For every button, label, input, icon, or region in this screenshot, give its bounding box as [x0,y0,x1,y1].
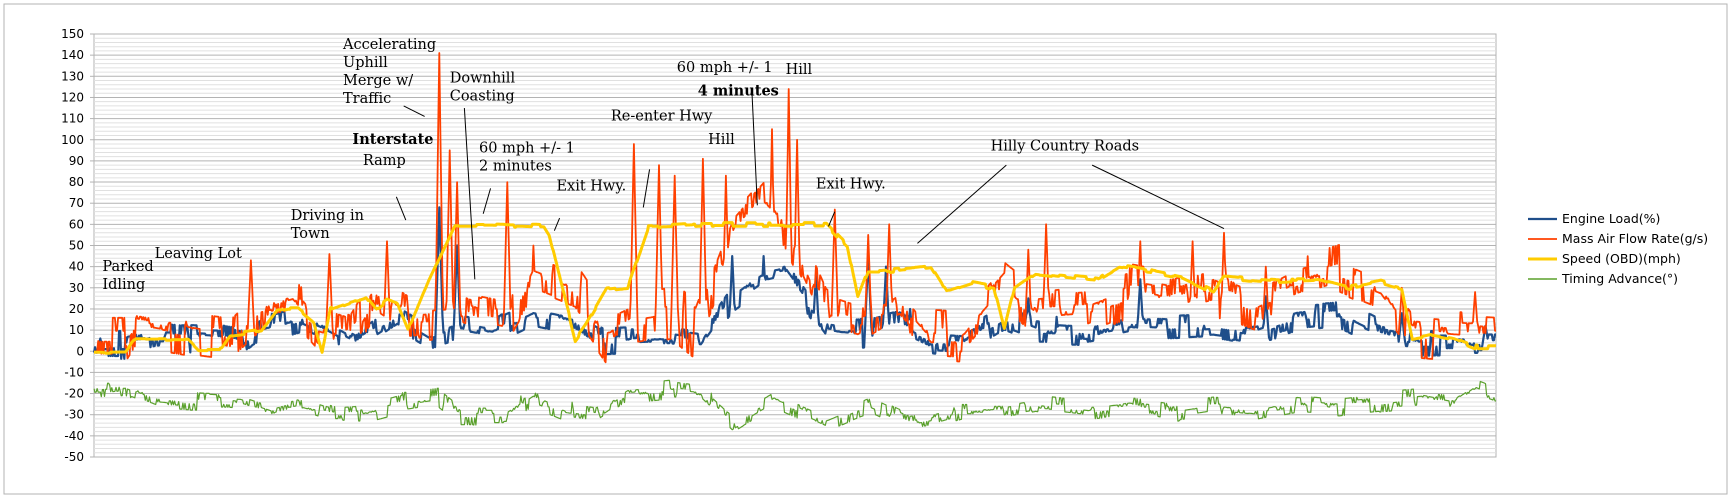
annotation-label: Accelerating Uphill Merge w/Traffic [342,37,436,107]
legend-label: Timing Advance(°) [1561,271,1678,286]
y-tick-label: 110 [61,112,84,126]
annotation-line: Traffic [343,91,391,107]
annotation-line: 4 minutes [698,82,779,99]
y-tick-label: 50 [69,239,84,253]
annotation-pointer [403,105,425,117]
annotation-label: Hilly Country Roads [991,138,1139,154]
y-tick-label: 90 [69,154,84,168]
y-tick-label: 60 [69,217,84,231]
series-line-2 [93,221,1497,355]
annotation-line: Interstate [352,131,433,148]
annotation-label: 60 mph +/- 1 [677,60,773,76]
y-tick-label: -30 [64,408,84,422]
annotation-line: Leaving Lot [155,246,242,262]
y-tick-label: 140 [61,48,84,62]
legend-label: Engine Load(%) [1562,211,1660,226]
annotation-label: Leaving Lot [155,246,242,262]
y-tick-label: 130 [61,69,84,83]
annotation-line: Merge w/ [343,73,413,89]
y-tick-label: -20 [64,387,84,401]
annotation-line: Coasting [450,89,515,105]
annotation-line: Ramp [363,153,406,169]
y-tick-label: 70 [69,196,84,210]
annotation-pointer [463,107,476,280]
annotation-label: Ramp [363,153,406,169]
annotation-line: Parked [102,259,153,275]
legend: Engine Load(%) Mass Air Flow Rate(g/s) Spe… [1528,211,1708,286]
annotation-label: Parked Idling [102,259,153,293]
y-axis-ticks: 1501401301201101009080706050403020100-10… [61,27,94,464]
annotation-line: 60 mph +/- 1 [479,140,575,156]
legend-label: Speed (OBD)(mph) [1562,251,1681,266]
annotations: Parked Idling Leaving Lot Driving in Town Acc… [102,37,1139,293]
annotation-label: Exit Hwy. [816,176,886,192]
annotation-label: 4 minutes [698,82,779,99]
y-tick-label: 120 [61,90,84,104]
annotation-pointer [1091,164,1225,230]
annotation-label: Interstate [352,131,433,148]
annotation-pointer [395,196,407,221]
series-line-1 [94,52,1497,364]
annotation-label: Driving in Town [291,208,364,242]
y-tick-label: -50 [64,450,84,464]
annotation-pointer [917,164,1007,244]
gridlines [93,33,1497,458]
y-tick-label: 10 [69,323,84,337]
annotation-pointers [395,95,1225,280]
annotation-pointer [828,211,836,227]
annotation-pointer [482,188,492,214]
legend-label: Mass Air Flow Rate(g/s) [1562,231,1708,246]
y-tick-label: 40 [69,260,84,274]
annotation-line: Idling [102,277,145,293]
y-tick-label: 150 [61,27,84,41]
annotation-line: Accelerating [342,37,436,53]
annotation-line: Downhill [450,71,516,87]
annotation-label: Exit Hwy. [556,179,626,195]
annotation-line: Driving in [291,208,364,224]
annotation-line: Hill [708,132,735,148]
series-line-3 [93,379,1497,431]
series-lines [92,52,1497,431]
annotation-line: Exit Hwy. [816,176,886,192]
annotation-pointer [553,217,561,231]
annotation-label: 60 mph +/- 1 2 minutes [479,140,575,174]
annotation-label: Hill [786,62,813,78]
annotation-line: 60 mph +/- 1 [677,60,773,76]
annotation-label: Hill [708,132,735,148]
annotation-line: Re-enter Hwy [611,109,713,125]
y-tick-label: 100 [61,133,84,147]
annotation-pointer [751,95,758,206]
annotation-label: Downhill Coasting [450,71,516,105]
y-tick-label: 80 [69,175,84,189]
y-tick-label: 30 [69,281,84,295]
y-tick-label: 20 [69,302,84,316]
annotation-pointer [642,169,651,208]
y-tick-label: 0 [76,344,84,358]
y-tick-label: -40 [64,429,84,443]
annotation-line: Exit Hwy. [556,179,626,195]
annotation-line: Hilly Country Roads [991,138,1139,154]
annotation-line: Town [291,226,330,242]
chart-border [3,3,1728,495]
annotation-line: Uphill [343,55,388,71]
annotation-label: Re-enter Hwy [611,109,713,125]
y-tick-label: -10 [64,365,84,379]
annotation-line: 2 minutes [479,158,552,174]
annotation-line: Hill [786,62,813,78]
